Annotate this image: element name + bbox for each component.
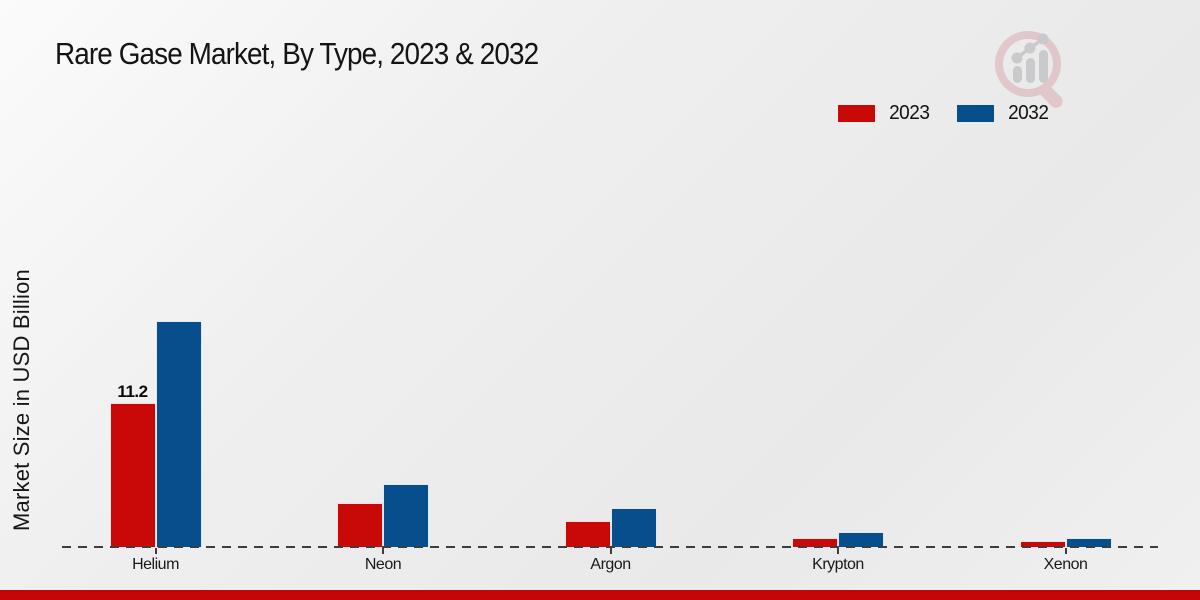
bar-value-label: 11.2	[117, 382, 148, 401]
category-label-argon: Argon	[590, 556, 631, 573]
x-axis-tick	[837, 548, 839, 554]
bar-2032-helium	[155, 321, 202, 547]
bar-2032-neon	[383, 484, 429, 547]
legend-label-2032: 2032	[1007, 102, 1049, 124]
bar-2023-neon	[337, 503, 383, 547]
legend: 2023 2032	[838, 102, 1049, 125]
legend-swatch-2032	[956, 105, 994, 122]
footer-red-band	[0, 590, 1200, 600]
x-axis-tick	[154, 548, 157, 554]
legend-swatch-2023	[838, 105, 875, 122]
bar-2032-argon	[610, 508, 657, 547]
legend-item-2023: 2023	[838, 102, 931, 125]
x-axis-tick	[382, 548, 384, 554]
x-axis-tick	[609, 548, 612, 554]
magnifier-bar-chart-logo-icon	[988, 26, 1076, 119]
legend-label-2023: 2023	[889, 102, 930, 124]
category-label-helium: Helium	[132, 556, 179, 573]
category-label-xenon: Xenon	[1043, 556, 1088, 573]
bar-2023-argon	[564, 521, 611, 547]
y-axis-label: Market Size in USD Billion	[9, 269, 34, 531]
bar-2023-krypton	[792, 538, 838, 547]
x-axis-tick	[1064, 548, 1067, 554]
legend-item-2032: 2032	[956, 102, 1050, 125]
bar-2032-krypton	[838, 532, 884, 547]
bar-2023-helium	[109, 403, 156, 547]
bar-2023-xenon	[1019, 541, 1066, 547]
category-label-neon: Neon	[364, 556, 402, 573]
zero-baseline-dashed	[62, 546, 1158, 548]
chart-title: Rare Gase Market, By Type, 2023 & 2032	[55, 36, 539, 71]
category-label-krypton: Krypton	[812, 556, 864, 573]
bar-2032-xenon	[1065, 538, 1112, 547]
